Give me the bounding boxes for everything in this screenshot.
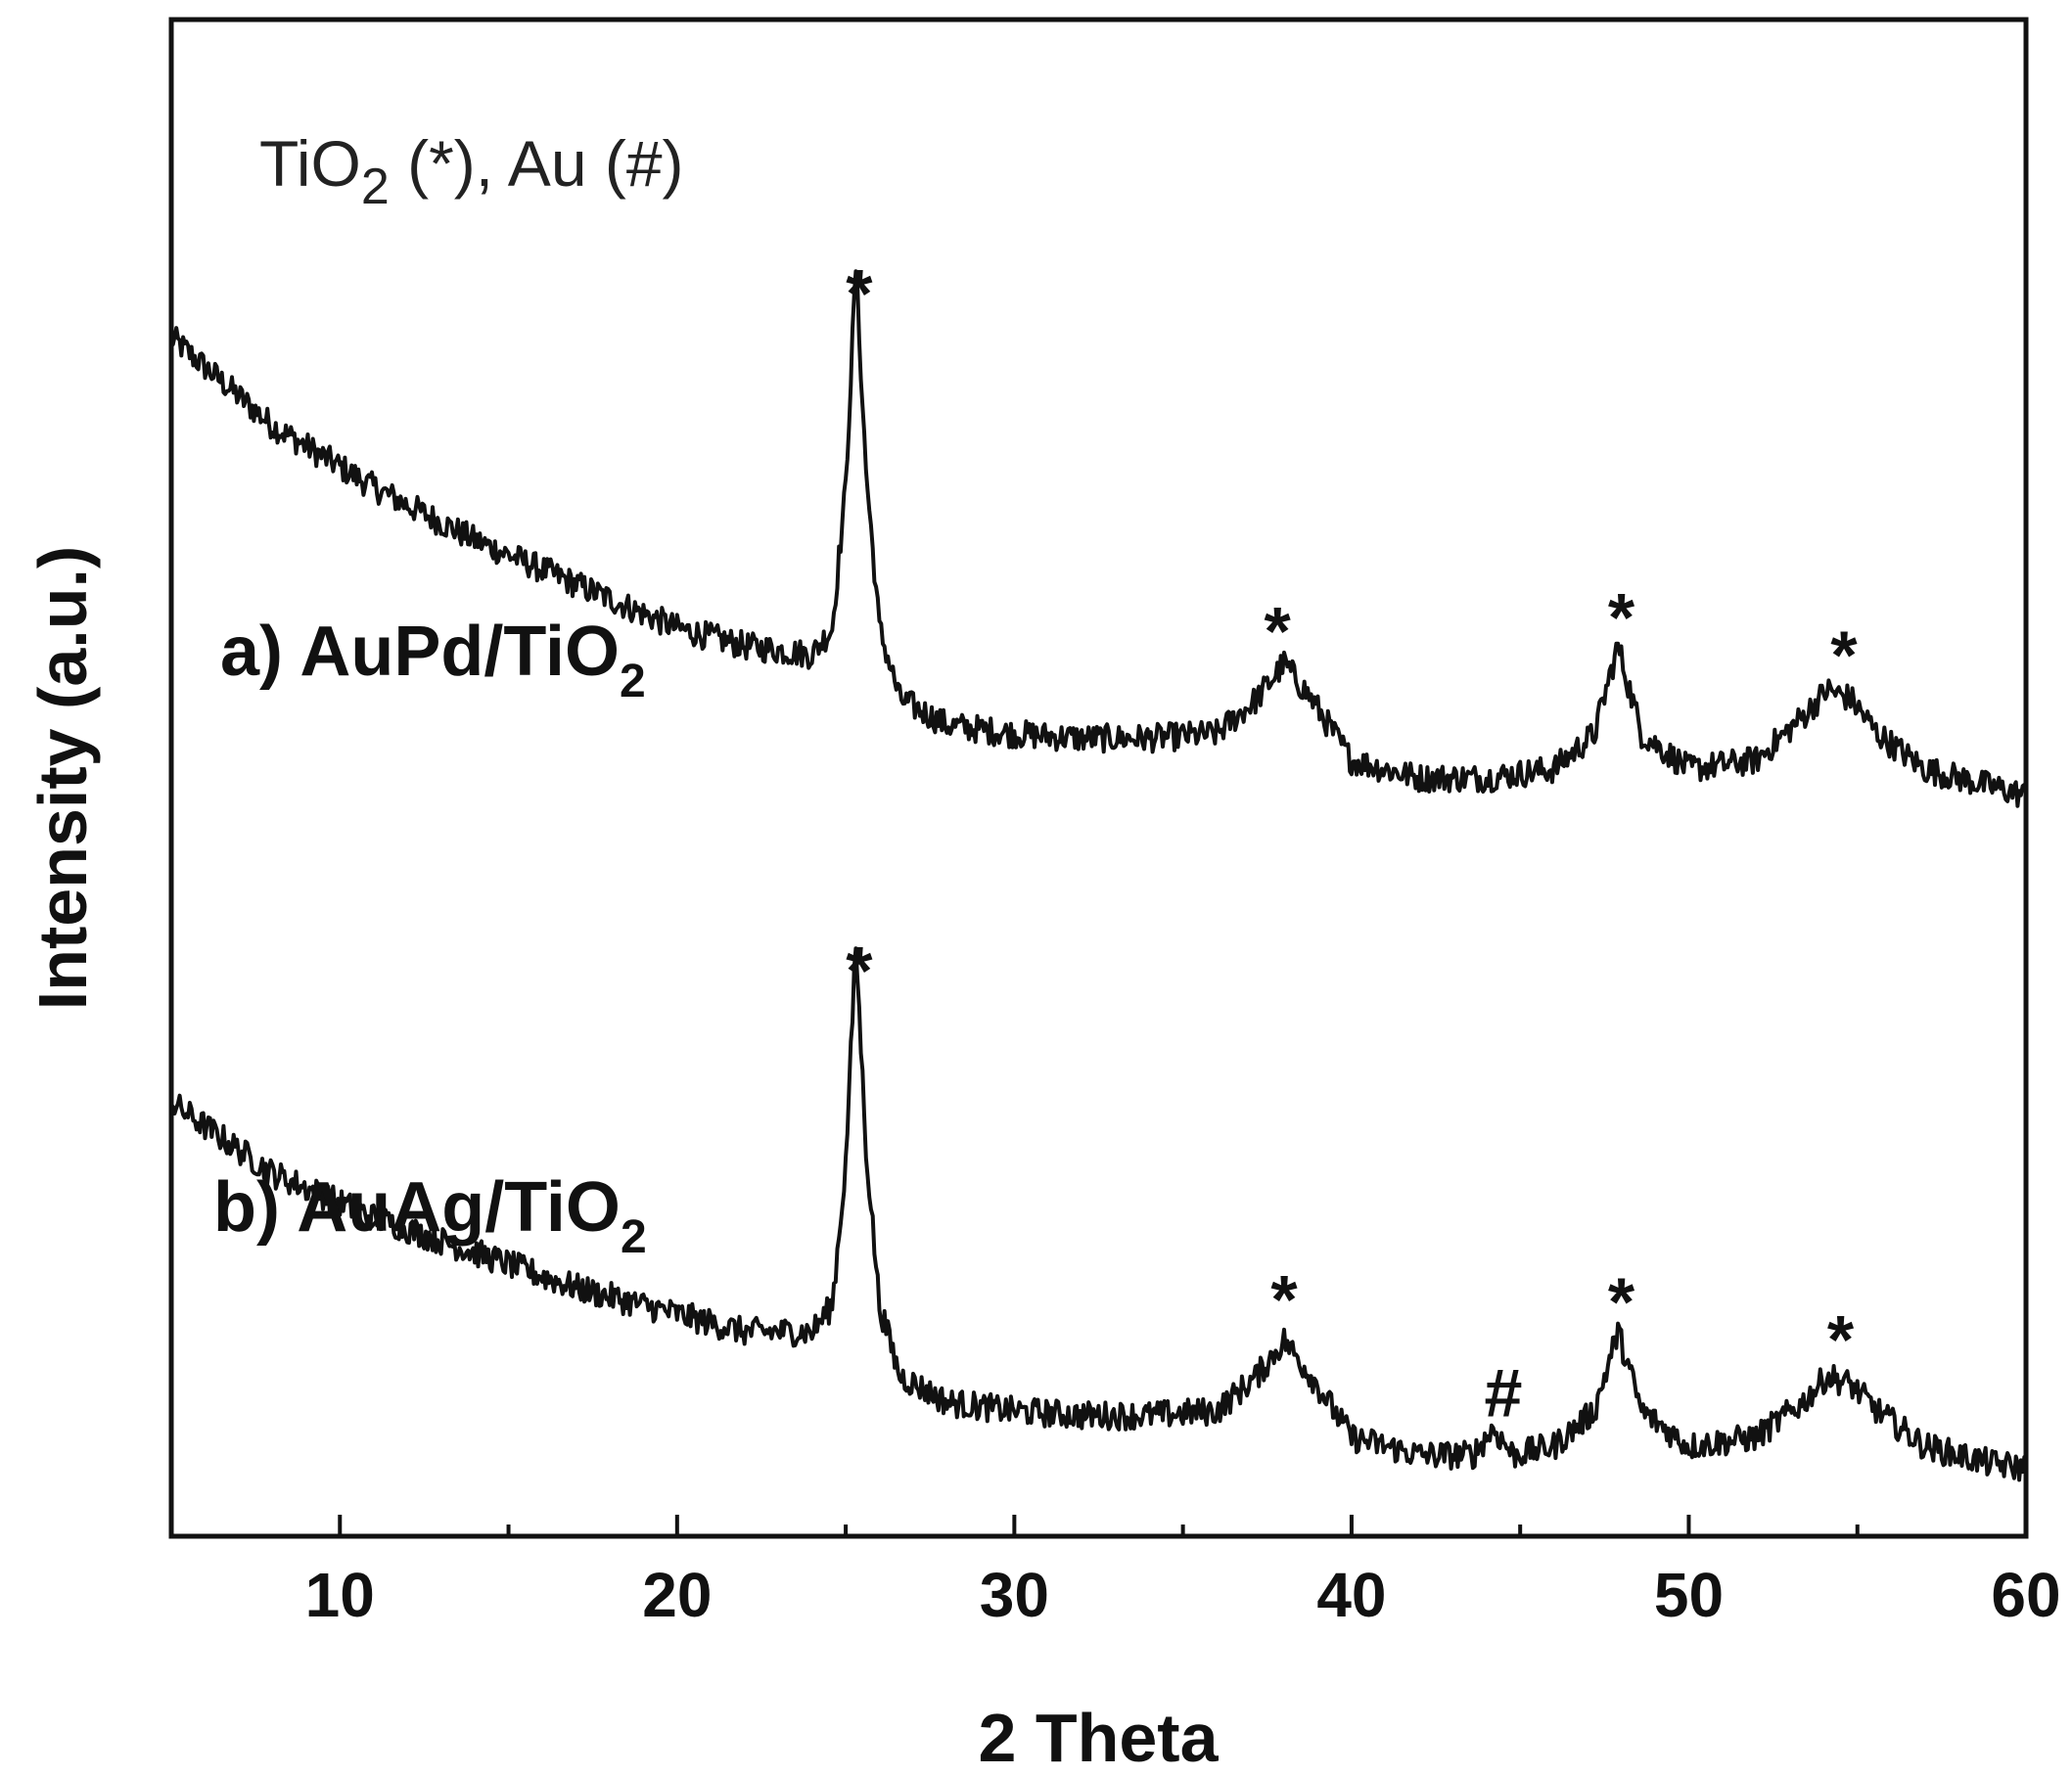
tio2-peak-marker: * <box>846 255 873 332</box>
legend-note-part2: (*), Au (#) <box>390 127 684 200</box>
x-axis-title: 2 Theta <box>978 1700 1219 1775</box>
x-tick-label: 10 <box>305 1560 375 1630</box>
x-tick-label: 50 <box>1654 1560 1724 1630</box>
x-tick-label: 60 <box>1991 1560 2060 1630</box>
tio2-peak-marker: * <box>1270 1261 1298 1338</box>
tio2-peak-marker: * <box>846 933 873 1009</box>
tio2-peak-marker: * <box>1830 616 1858 693</box>
tio2-peak-marker: * <box>1608 1264 1635 1341</box>
series-label-a: a) AuPd/TiO2 <box>220 613 646 707</box>
legend-note: TiO2 (*), Au (#) <box>259 127 684 215</box>
series-label-b-sub: 2 <box>621 1211 647 1263</box>
peak-markers: * * * * * * # * * <box>846 255 1858 1432</box>
y-axis-title: Intensity (a.u.) <box>24 546 101 1010</box>
tio2-peak-marker: * <box>1264 593 1291 669</box>
au-peak-marker: # <box>1484 1355 1522 1432</box>
series-label-a-sub: 2 <box>620 656 646 707</box>
tio2-peak-marker: * <box>1827 1301 1855 1378</box>
series-label-b-main: b) AuAg/TiO <box>213 1168 621 1247</box>
series-traces <box>169 269 2028 1482</box>
series-line-b <box>169 946 2028 1482</box>
legend-note-part1: TiO <box>259 127 361 200</box>
tio2-peak-marker: * <box>1608 579 1635 656</box>
legend-note-sub: 2 <box>361 159 390 215</box>
x-tick-label: 30 <box>980 1560 1049 1630</box>
series-label-b: b) AuAg/TiO2 <box>213 1168 647 1263</box>
plot-frame <box>168 17 2029 1539</box>
x-tick-label: 40 <box>1316 1560 1386 1630</box>
series-line-a <box>169 269 2028 808</box>
series-label-a-main: a) AuPd/TiO <box>220 613 620 691</box>
x-tick-label: 20 <box>642 1560 712 1630</box>
x-axis-ticks: 10 20 30 40 50 60 <box>169 1515 2061 1630</box>
